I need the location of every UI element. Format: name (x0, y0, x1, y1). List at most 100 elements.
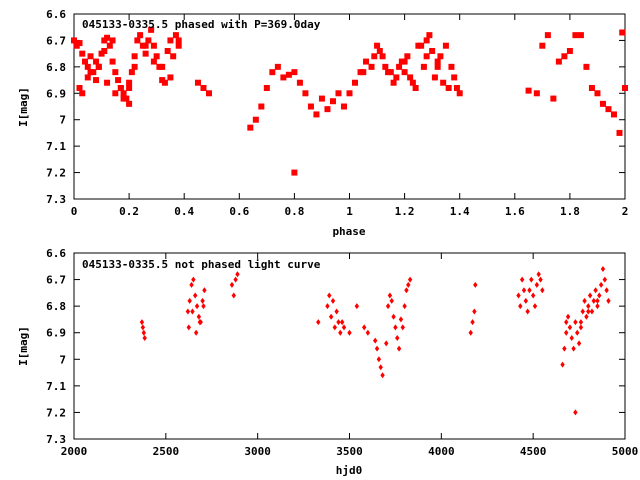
data-point (426, 32, 433, 39)
x-tick-label: 1.6 (505, 205, 525, 218)
data-point (175, 42, 182, 49)
data-point (530, 292, 536, 299)
data-point (398, 316, 404, 323)
data-point (336, 319, 341, 326)
x-tick-label: 0 (71, 205, 78, 218)
data-point (420, 63, 427, 70)
data-point (555, 58, 562, 65)
y-tick-label: 7 (59, 114, 66, 127)
data-point (586, 303, 591, 310)
y-tick-label: 6.8 (46, 61, 66, 74)
data-point (150, 42, 157, 49)
data-point (186, 324, 191, 331)
data-point (104, 79, 111, 86)
y-tick-label: 6.7 (46, 34, 66, 47)
data-point (365, 329, 371, 336)
data-point (550, 95, 557, 102)
data-point (148, 26, 155, 33)
data-point (404, 287, 409, 294)
data-point (185, 308, 191, 315)
y-tick-label: 6.6 (46, 8, 66, 21)
x-tick-label: 1.2 (395, 205, 415, 218)
y-tick-label: 7.3 (46, 433, 66, 446)
data-point (396, 63, 403, 70)
data-point (71, 37, 77, 44)
data-point (595, 297, 600, 304)
data-point (150, 58, 157, 65)
data-point (302, 90, 309, 97)
y-tick-labels: 6.6 6.7 6.8 6.9 7 7.1 7.2 7.3 (46, 247, 66, 446)
data-point (591, 297, 596, 304)
data-point (393, 74, 400, 81)
y-tick-label: 6.8 (46, 300, 66, 313)
data-point (196, 313, 202, 320)
data-point (619, 29, 626, 36)
data-point (453, 85, 460, 91)
data-point (352, 79, 359, 86)
data-point (442, 42, 449, 49)
x-tick-label: 2 (622, 205, 629, 218)
data-point (434, 63, 441, 70)
data-point (197, 319, 203, 326)
data-point (390, 79, 397, 86)
data-point (307, 103, 314, 110)
data-point (172, 32, 179, 39)
data-point (380, 372, 385, 379)
data-point (407, 276, 413, 283)
data-point (285, 71, 292, 78)
data-point (340, 103, 347, 110)
data-point (368, 63, 375, 70)
data-point (205, 90, 212, 97)
data-point (472, 308, 477, 315)
x-tick-label: 4500 (520, 445, 547, 458)
data-point (109, 58, 116, 65)
data-point (142, 50, 149, 57)
data-point (622, 85, 628, 91)
phased-light-curve-panel: 0 0.2 0.4 0.6 0.8 1 1.2 1.4 1.6 1.8 2 6.6 6.7 6.8 6.9… (17, 8, 628, 238)
data-point (332, 324, 338, 331)
data-points (139, 265, 611, 416)
y-tick-label: 7.1 (46, 380, 66, 393)
data-point (415, 42, 422, 49)
data-point (567, 324, 573, 331)
data-point (142, 335, 147, 342)
data-point (167, 74, 174, 81)
y-tick-label: 7 (59, 353, 66, 366)
data-point (106, 42, 113, 49)
data-point (404, 53, 411, 60)
data-point (164, 48, 171, 54)
data-point (79, 50, 86, 57)
data-point (594, 90, 601, 97)
data-point (525, 87, 532, 94)
data-point (231, 292, 236, 299)
plot-frame (73, 13, 626, 200)
data-point (519, 276, 525, 283)
data-point (76, 85, 83, 91)
data-point (565, 313, 571, 320)
data-point (115, 77, 122, 84)
data-point (393, 324, 398, 331)
data-point (529, 276, 534, 283)
data-point (536, 271, 541, 278)
data-point (382, 63, 389, 70)
data-point (534, 281, 540, 288)
data-point (145, 37, 152, 44)
data-point (361, 324, 367, 331)
data-point (126, 85, 133, 91)
data-point (137, 32, 144, 39)
data-point (599, 100, 606, 107)
data-point (376, 48, 383, 54)
data-point (330, 297, 336, 304)
data-point (175, 37, 182, 44)
data-point (328, 313, 334, 320)
data-point (191, 276, 196, 283)
data-point (109, 37, 116, 44)
data-point (140, 324, 146, 331)
data-point (335, 90, 342, 97)
data-point (187, 297, 192, 304)
data-point (473, 281, 478, 288)
plot-frame (73, 252, 626, 440)
data-point (523, 297, 529, 304)
data-point (93, 58, 100, 65)
data-point (193, 329, 199, 336)
